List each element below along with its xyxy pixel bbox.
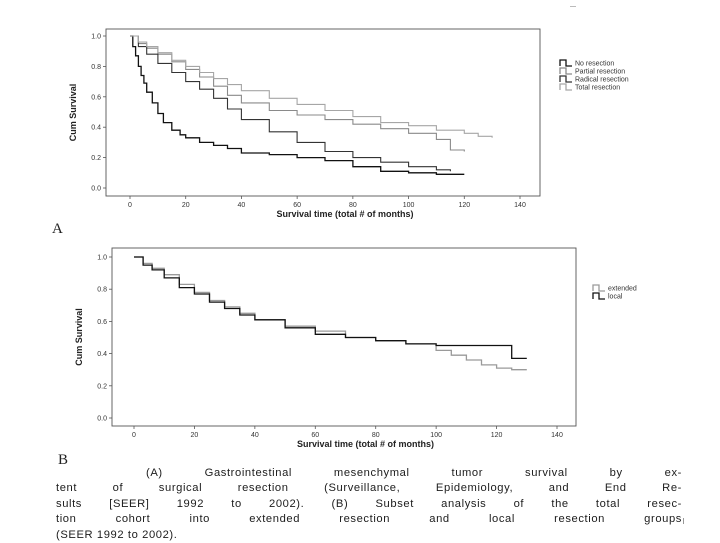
x-tick-label-a: 60 [293, 202, 301, 209]
y-tick-label-a: 0.0 [91, 186, 101, 193]
survival-chart-a: 1.0 0.8 0.6 0.4 0.2 0.0 0 20 40 60 80 100 120 140 Surv… [68, 28, 629, 219]
y-tick-label-b: 0.8 [97, 287, 107, 294]
x-tick-label-a: 140 [514, 202, 526, 209]
x-tick-label-a: 40 [238, 202, 246, 209]
series-line-extended [134, 256, 527, 371]
x-tick-label-b: 80 [372, 432, 380, 439]
y-tick-label-a: 0.4 [91, 125, 101, 132]
y-tick-label-b: 0.0 [97, 416, 107, 423]
panel-label-b: B [58, 452, 69, 468]
legend-label-a: Total resection [575, 85, 620, 92]
x-tick-label-b: 40 [251, 432, 259, 439]
scan-mark [570, 6, 576, 7]
y-tick-label-b: 0.2 [97, 383, 107, 390]
series-line-total-resection [130, 35, 493, 138]
y-tick-label-a: 0.8 [91, 64, 101, 71]
legend-swatch-a [559, 75, 572, 83]
caption-line-1: (A) Gastrointestinal mesenchymal tumor s… [146, 467, 682, 479]
x-axis-title-b: Survival time (total # of months) [297, 439, 434, 449]
x-tick-label-a: 20 [182, 202, 190, 209]
y-tick-label-b: 0.6 [97, 319, 107, 326]
caption-line-4: tion cohort into extended resection and … [56, 513, 682, 526]
legend-label-b: local [608, 294, 623, 301]
x-tick-label-a: 80 [349, 202, 357, 209]
legend-label-b: extended [608, 286, 637, 293]
legend-swatch-a [559, 59, 572, 67]
figure-caption: (A) Gastrointestinal mesenchymal tumor s… [56, 466, 682, 543]
x-tick-label-b: 120 [491, 432, 503, 439]
y-tick-label-a: 0.2 [91, 155, 101, 162]
y-tick-label-a: 1.0 [91, 34, 101, 41]
x-tick-label-b: 60 [311, 432, 319, 439]
legend-swatch-a [559, 83, 572, 91]
y-axis-title-a: Cum Survival [68, 84, 78, 142]
y-tick-label-a: 0.6 [91, 94, 101, 101]
caption-line-5: (SEER 1992 to 2002). [56, 528, 178, 541]
x-tick-label-b: 140 [551, 432, 563, 439]
legend-swatch-b [592, 292, 605, 300]
survival-chart-b: 1.0 0.8 0.6 0.4 0.2 0.0 0 20 40 60 80 100 120 140 Surv… [74, 247, 637, 449]
caption-line-3: sults [SEER] 1992 to 2002). (B) Subset a… [56, 497, 682, 510]
x-tick-label-b: 0 [132, 432, 136, 439]
legend-swatch-b [592, 284, 605, 292]
legend-label-a: Partial resection [575, 69, 625, 76]
plot-frame-a [105, 28, 541, 197]
plot-frame-b [111, 247, 577, 427]
x-tick-label-a: 120 [458, 202, 470, 209]
series-line-radical-resection [130, 35, 451, 172]
series-line-local [134, 256, 527, 360]
x-tick-label-b: 100 [430, 432, 442, 439]
x-tick-label-a: 0 [128, 202, 132, 209]
x-tick-label-a: 100 [403, 202, 415, 209]
y-axis-title-b: Cum Survival [74, 308, 84, 366]
chart-panel-b: 1.0 0.8 0.6 0.4 0.2 0.0 0 20 40 60 80 100 120 140 Surv… [0, 240, 720, 462]
y-tick-label-b: 0.4 [97, 351, 107, 358]
chart-panel-a: 1.0 0.8 0.6 0.4 0.2 0.0 0 20 40 60 80 100 120 140 Surv… [0, 0, 720, 240]
caption-line-2: tent of surgical resection (Surveillance… [56, 482, 682, 495]
scan-edge-mark [683, 518, 684, 524]
legend-label-a: Radical resection [575, 77, 629, 84]
x-axis-title-a: Survival time (total # of months) [276, 209, 413, 219]
y-tick-label-b: 1.0 [97, 255, 107, 262]
panel-label-a: A [52, 221, 63, 237]
x-tick-label-b: 20 [191, 432, 199, 439]
series-line-no-resection [130, 35, 465, 175]
legend-label-a: No resection [575, 61, 614, 68]
legend-swatch-a [559, 67, 572, 75]
